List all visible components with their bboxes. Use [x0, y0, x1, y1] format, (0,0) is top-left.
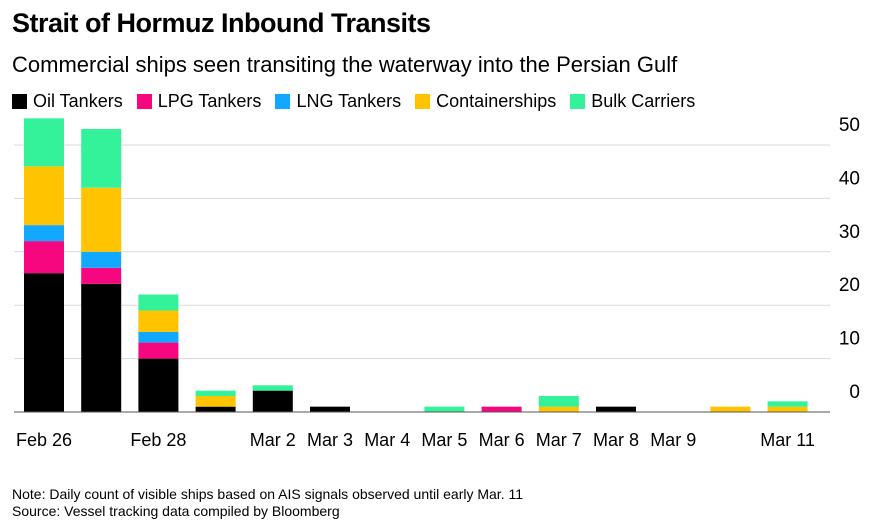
- bar-bulk-carriers-feb-27: [81, 128, 122, 188]
- bar-oil-tankers-feb-28: [138, 358, 179, 412]
- y-tick-label-10: 10: [839, 329, 860, 350]
- bar-oil-tankers-feb-26: [24, 273, 64, 412]
- legend-label-containerships: Containerships: [436, 91, 557, 111]
- x-tick-label-mar-5: Mar 5: [421, 430, 467, 450]
- bar-oil-tankers-feb-27: [81, 283, 122, 412]
- legend-swatch-bulk-carriers: [570, 94, 586, 109]
- x-axis-ticks: Feb 26 Feb 28 Mar 2 Mar 3 Mar 4 Mar 5 Mar 6 Mar…: [16, 430, 815, 450]
- legend-item-bulk-carriers: Bulk Carriers: [570, 91, 695, 112]
- chart-subtitle: Commercial ships seen transiting the wat…: [12, 52, 678, 77]
- bar-containerships-mar-10: [710, 406, 751, 412]
- x-tick-label-mar-6: Mar 6: [479, 430, 525, 450]
- x-tick-label-mar-4: Mar 4: [364, 430, 410, 450]
- y-axis-ticks: 0 10 20 30 40 50: [839, 115, 860, 403]
- y-tick-label-50: 50: [839, 115, 860, 136]
- bar-lpg-tankers-mar-6: [481, 406, 522, 412]
- bar-bulk-carriers-mar-7: [538, 395, 579, 407]
- x-tick-label-mar-3: Mar 3: [307, 430, 353, 450]
- legend-label-lpg-tankers: LPG Tankers: [157, 91, 262, 111]
- bar-bulk-carriers-mar-5: [424, 406, 465, 412]
- bar-bulk-carriers-mar-11: [767, 401, 808, 407]
- bar-oil-tankers-mar-1: [195, 406, 236, 412]
- x-tick-label-feb-28: Feb 28: [130, 430, 186, 450]
- bar-containerships-mar-11: [767, 406, 808, 412]
- legend-swatch-containerships: [415, 94, 431, 109]
- x-tick-label-mar-8: Mar 8: [593, 430, 639, 450]
- x-tick-label-mar-2: Mar 2: [250, 430, 296, 450]
- bar-containerships-feb-28: [138, 310, 179, 332]
- legend-item-lpg-tankers: LPG Tankers: [136, 91, 262, 112]
- legend-swatch-lpg-tankers: [136, 94, 152, 109]
- bar-bulk-carriers-mar-1: [195, 390, 236, 396]
- x-tick-label-mar-7: Mar 7: [536, 430, 582, 450]
- bar-containerships-feb-27: [81, 187, 122, 252]
- gridlines: [14, 144, 830, 360]
- bar-bulk-carriers-mar-2: [252, 385, 293, 391]
- legend-label-oil-tankers: Oil Tankers: [33, 91, 123, 111]
- y-tick-label-0: 0: [849, 382, 860, 403]
- x-tick-label-mar-11: Mar 11: [760, 430, 815, 450]
- legend-item-containerships: Containerships: [415, 91, 556, 112]
- y-tick-label-20: 20: [839, 275, 860, 296]
- chart-title: Strait of Hormuz Inbound Transits: [12, 8, 431, 38]
- bar-bulk-carriers-feb-28: [138, 294, 179, 311]
- bar-lng-tankers-feb-27: [81, 251, 122, 268]
- x-tick-label-feb-26: Feb 26: [16, 430, 72, 450]
- y-tick-label-40: 40: [839, 168, 860, 189]
- note-text: Note: Daily count of visible ships based…: [12, 486, 524, 502]
- bar-lng-tankers-feb-26: [24, 225, 64, 242]
- bar-containerships-mar-1: [195, 395, 236, 407]
- bar-lpg-tankers-feb-26: [24, 241, 64, 274]
- y-tick-label-30: 30: [839, 222, 860, 243]
- bar-containerships-feb-26: [24, 166, 64, 226]
- bar-oil-tankers-mar-3: [310, 406, 350, 412]
- x-tick-label-mar-9: Mar 9: [650, 430, 696, 450]
- bar-lng-tankers-feb-28: [138, 331, 179, 343]
- legend-item-oil-tankers: Oil Tankers: [12, 91, 123, 112]
- chart-legend: Oil Tankers LPG Tankers LNG Tankers Cont…: [12, 91, 695, 112]
- bar-lpg-tankers-feb-27: [81, 267, 122, 284]
- bar-oil-tankers-mar-8: [596, 406, 636, 412]
- source-text: Source: Vessel tracking data compiled by…: [12, 503, 340, 519]
- legend-item-lng-tankers: LNG Tankers: [275, 91, 401, 112]
- legend-swatch-oil-tankers: [12, 94, 27, 109]
- footnote: Note: Daily count of visible ships based…: [12, 486, 523, 520]
- legend-label-bulk-carriers: Bulk Carriers: [591, 91, 696, 111]
- bar-oil-tankers-mar-2: [252, 390, 293, 412]
- legend-label-lng-tankers: LNG Tankers: [296, 91, 402, 111]
- legend-swatch-lng-tankers: [275, 94, 291, 109]
- bars: [14, 118, 830, 413]
- bar-bulk-carriers-feb-26: [24, 118, 64, 167]
- bar-lpg-tankers-feb-28: [138, 342, 179, 359]
- bar-containerships-mar-7: [538, 406, 579, 412]
